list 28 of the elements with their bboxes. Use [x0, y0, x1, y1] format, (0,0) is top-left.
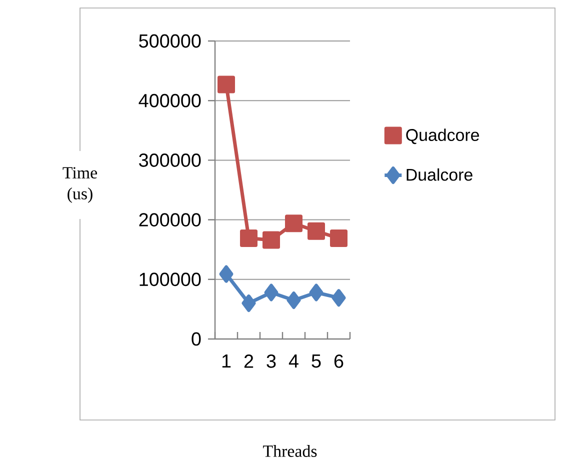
y-tick-label: 300000: [139, 153, 201, 167]
point: [242, 294, 256, 312]
x-tick-label: 6: [334, 354, 344, 368]
y-tick-label: 500000: [139, 34, 201, 48]
x-axis-title: Threads: [263, 445, 317, 457]
point: [286, 291, 301, 309]
y-tick-label: 400000: [138, 94, 201, 108]
x-tick-label: 3: [266, 354, 276, 368]
point: [219, 265, 234, 283]
point: [285, 214, 303, 232]
y-axis-title: Time (us): [62, 167, 98, 203]
point: [262, 231, 280, 249]
legend-label: Dualcore: [406, 168, 472, 181]
x-tick-label: 1: [222, 354, 231, 368]
x-tick-label: 5: [312, 354, 321, 368]
point: [218, 76, 236, 94]
x-tick-label: 4: [288, 354, 298, 368]
point: [309, 284, 324, 302]
point: [332, 289, 346, 307]
point: [240, 230, 258, 248]
point: [264, 284, 278, 302]
y-tick-label: 100000: [140, 272, 201, 286]
y-tick-label: 0: [192, 332, 201, 346]
point: [330, 230, 348, 248]
x-tick-label: 2: [244, 354, 254, 368]
legend-label: Quadcore: [406, 128, 480, 144]
y-tick-label: 200000: [139, 213, 201, 226]
point: [308, 222, 325, 240]
